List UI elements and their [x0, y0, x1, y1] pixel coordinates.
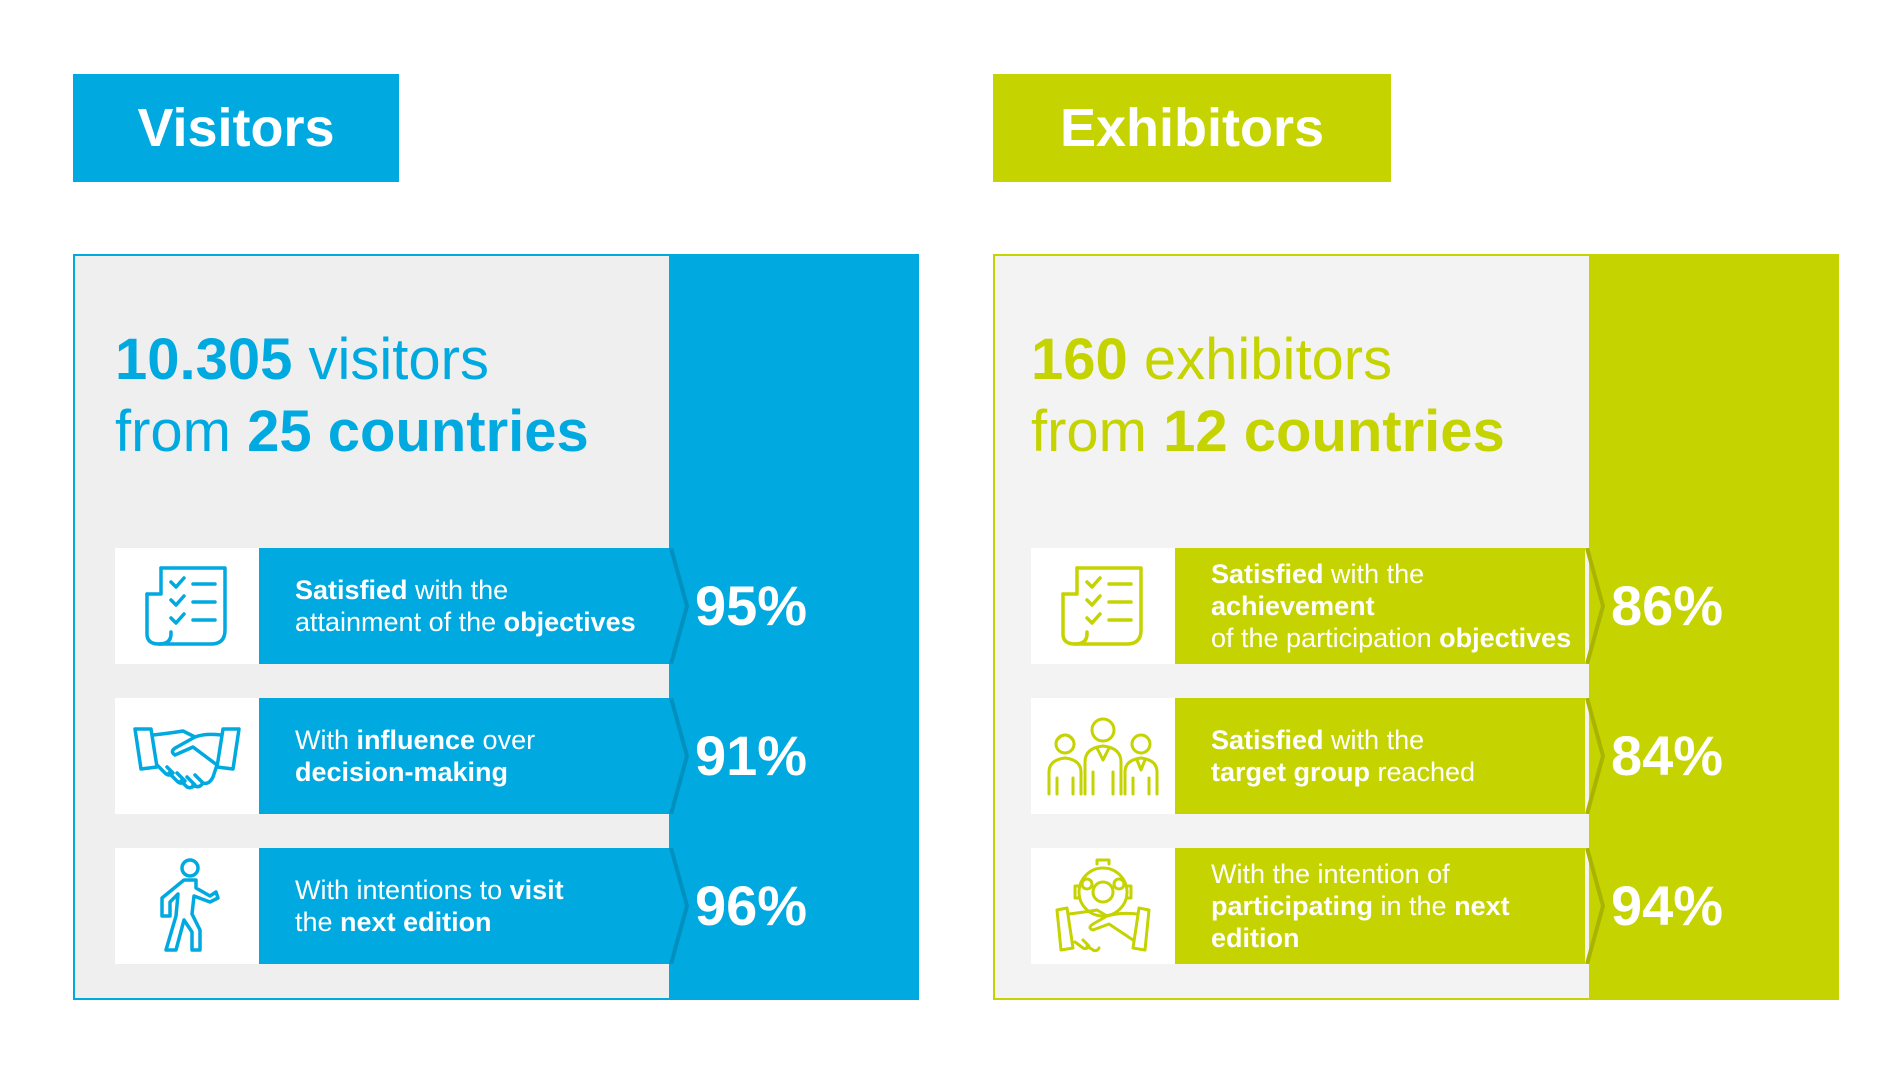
from-label: from: [1031, 399, 1164, 464]
stat-label-line2: the next edition: [295, 906, 564, 938]
chevron-right-icon: [1585, 848, 1605, 964]
stat-label-segment: attainment of the: [295, 607, 504, 637]
stat-label: Satisfied with the target group reached: [1175, 698, 1585, 814]
stat-value: 94%: [1611, 874, 1724, 937]
handshake-icon: [115, 698, 259, 814]
stat-label-segment: over: [475, 725, 536, 755]
visitors-tag: Visitors: [73, 74, 399, 182]
chevron-right-icon: [669, 848, 689, 964]
exhibitors-tag: Exhibitors: [993, 74, 1391, 182]
stat-row: Satisfied with the achievement of the par…: [1031, 548, 1723, 664]
stat-label-segment: the: [295, 907, 341, 937]
stat-label-line1: Satisfied with the: [1211, 724, 1475, 756]
chevron-right-icon: [669, 698, 689, 814]
stat-label-line2: participating in the next edition: [1211, 890, 1585, 954]
stat-label-text: With the intention of participating in th…: [1211, 858, 1585, 954]
stat-row: Satisfied with the attainment of the obje…: [115, 548, 807, 664]
stat-value: 96%: [695, 874, 808, 937]
exhibitors-label: exhibitors: [1127, 327, 1393, 392]
exhibitors-headline: 160 exhibitors from 12 countries: [1031, 324, 1505, 468]
stat-label-segment: with the: [1323, 725, 1425, 755]
stat-label-emphasis: target group: [1211, 757, 1370, 787]
checklist-icon: [1031, 548, 1175, 664]
stat-row: With the intention of participating in th…: [1031, 848, 1723, 964]
stat-label-emphasis: achievement: [1211, 591, 1375, 621]
stat-label-emphasis: objectives: [1439, 623, 1572, 653]
from-label: from: [115, 399, 248, 464]
stat-row: Satisfied with the target group reached 8…: [1031, 698, 1723, 814]
stat-value: 86%: [1611, 574, 1724, 637]
stat-label-segment: reached: [1370, 757, 1476, 787]
stat-label: With intentions to visit the next edition: [259, 848, 669, 964]
visitors-countries: 25 countries: [247, 399, 589, 464]
stat-label-emphasis: objectives: [503, 607, 636, 637]
exhibitors-countries: 12 countries: [1163, 399, 1505, 464]
stat-label-emphasis: influence: [356, 725, 476, 755]
walking-person-icon: [115, 848, 259, 964]
stat-value: 95%: [695, 574, 808, 637]
stat-label-line1: With the intention of: [1211, 858, 1585, 890]
stat-label: Satisfied with the attainment of the obje…: [259, 548, 669, 664]
visitors-panel: 10.305 visitors from 25 countries Satisf…: [73, 254, 919, 1000]
stat-label-emphasis: next edition: [340, 907, 492, 937]
stat-label-emphasis: Satisfied: [1211, 725, 1324, 755]
stat-label-text: Satisfied with the attainment of the obje…: [295, 574, 636, 638]
stat-label-emphasis: next edition: [1211, 891, 1510, 953]
stat-label-segment: With intentions to: [295, 875, 510, 905]
stat-label-text: With influence over decision-making: [295, 724, 535, 788]
stat-label-segment: With the intention of: [1211, 859, 1450, 889]
stat-row: With influence over decision-making 91%: [115, 698, 807, 814]
stat-label-line1: With influence over: [295, 724, 535, 756]
stat-label-emphasis: Satisfied: [1211, 559, 1324, 589]
stat-label-text: With intentions to visit the next edition: [295, 874, 564, 938]
stat-label-line2: attainment of the objectives: [295, 606, 636, 638]
stat-label-emphasis: Satisfied: [295, 575, 408, 605]
stat-label-line1: Satisfied with the achievement: [1211, 558, 1585, 622]
chevron-right-icon: [669, 548, 689, 664]
stat-label-line2: of the participation objectives: [1211, 622, 1585, 654]
stat-label-segment: with the: [407, 575, 509, 605]
stat-label-segment: in the: [1373, 891, 1455, 921]
stat-label-emphasis: visit: [509, 875, 564, 905]
stat-label: With influence over decision-making: [259, 698, 669, 814]
stat-label-segment: of the participation: [1211, 623, 1440, 653]
panel-accent-column: [1589, 256, 1837, 998]
stat-value: 91%: [695, 724, 808, 787]
stat-label-emphasis: decision-making: [295, 757, 509, 787]
stat-label-text: Satisfied with the target group reached: [1211, 724, 1475, 788]
visitors-headline: 10.305 visitors from 25 countries: [115, 324, 589, 468]
stat-label-line1: With intentions to visit: [295, 874, 564, 906]
stat-label-text: Satisfied with the achievement of the par…: [1211, 558, 1585, 654]
visitors-label: visitors: [292, 327, 489, 392]
stat-label-segment: with the: [1323, 559, 1425, 589]
stat-label-emphasis: participating: [1211, 891, 1374, 921]
checklist-icon: [115, 548, 259, 664]
group-of-people-icon: [1031, 698, 1175, 814]
stat-label-segment: With: [295, 725, 357, 755]
stat-value: 84%: [1611, 724, 1724, 787]
stat-label: Satisfied with the achievement of the par…: [1175, 548, 1585, 664]
stat-label-line1: Satisfied with the: [295, 574, 636, 606]
chevron-right-icon: [1585, 698, 1605, 814]
chevron-right-icon: [1585, 548, 1605, 664]
visitors-count: 10.305: [115, 327, 293, 392]
stat-row: With intentions to visit the next edition…: [115, 848, 807, 964]
exhibitors-panel: 160 exhibitors from 12 countries Satisfi…: [993, 254, 1839, 1000]
stat-label-line2: target group reached: [1211, 756, 1475, 788]
stat-label: With the intention of participating in th…: [1175, 848, 1585, 964]
stat-label-line2: decision-making: [295, 756, 535, 788]
exhibitors-count: 160: [1031, 327, 1128, 392]
partnership-gear-icon: [1031, 848, 1175, 964]
panel-accent-column: [669, 256, 917, 998]
